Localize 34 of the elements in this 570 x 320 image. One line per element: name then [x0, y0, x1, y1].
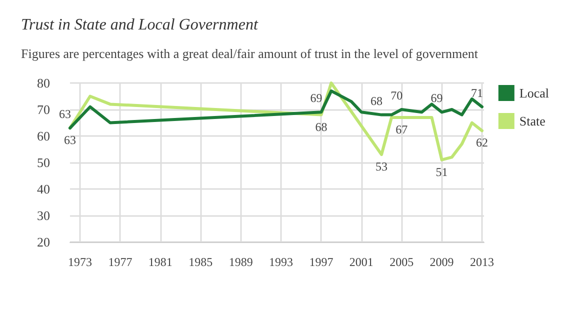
data-label: 68 — [370, 94, 383, 108]
data-label: 53 — [376, 160, 388, 174]
y-tick-label: 70 — [37, 102, 50, 117]
y-tick-label: 20 — [37, 234, 50, 250]
x-tick-label: 1973 — [68, 255, 92, 269]
chart-subtitle: Figures are percentages with a great deal/fair amount of trust in the level of government — [21, 46, 478, 61]
x-tick-label: 1989 — [228, 255, 253, 269]
x-tick-label: 1981 — [148, 255, 172, 269]
x-tick-label: 2001 — [349, 255, 374, 269]
data-label: 71 — [470, 86, 483, 100]
x-tick-label: 1977 — [108, 255, 132, 269]
y-tick-label: 30 — [37, 208, 50, 223]
y-tick-label: 50 — [37, 155, 50, 170]
y-tick-label: 40 — [37, 182, 50, 196]
x-tick-label: 1985 — [188, 255, 213, 269]
data-label: 51 — [436, 164, 448, 179]
x-tick-label: 2013 — [470, 255, 494, 269]
x-tick-label: 2005 — [390, 255, 414, 269]
y-tick-label: 60 — [37, 128, 50, 144]
legend-label: Local — [519, 86, 550, 100]
legend-label: State — [519, 114, 546, 128]
data-label: 68 — [315, 120, 328, 134]
data-label: 69 — [310, 91, 322, 106]
data-label: 70 — [390, 88, 403, 102]
y-tick-label: 80 — [37, 76, 50, 90]
x-tick-label: 1997 — [309, 255, 334, 269]
data-label: 69 — [430, 91, 443, 106]
data-label: 62 — [476, 136, 488, 150]
data-label: 63 — [64, 133, 76, 148]
x-tick-label: 1993 — [269, 255, 294, 269]
data-label: 67 — [396, 122, 408, 136]
chart-title: Trust in State and Local Government — [21, 16, 258, 34]
data-label: 63 — [59, 107, 71, 122]
x-tick-label: 2009 — [430, 255, 454, 269]
